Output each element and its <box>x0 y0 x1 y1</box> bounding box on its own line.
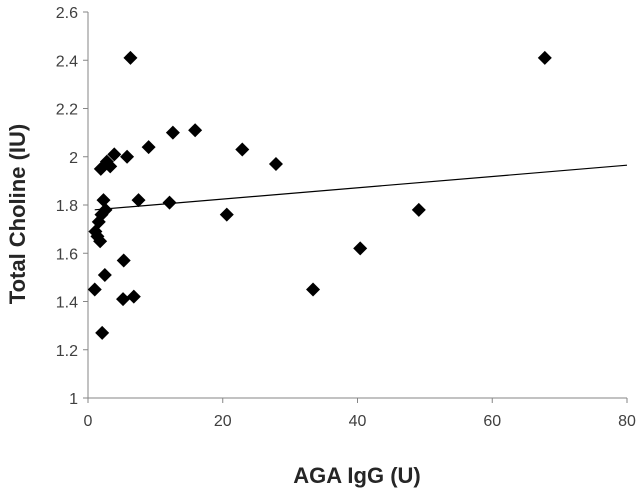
y-tick-label: 2.2 <box>56 102 78 119</box>
data-point <box>87 282 102 297</box>
data-point <box>235 142 250 157</box>
trendline-group <box>94 164 628 211</box>
y-tick-label: 2.6 <box>56 5 78 22</box>
data-point <box>123 50 138 65</box>
y-tick-label: 1.2 <box>56 343 78 360</box>
data-point <box>116 253 131 268</box>
data-point <box>537 50 552 65</box>
trendline <box>94 164 628 211</box>
data-point <box>120 149 135 164</box>
data-point <box>107 147 122 162</box>
data-point <box>103 159 118 174</box>
data-point <box>188 123 203 138</box>
data-point <box>219 207 234 222</box>
data-point <box>116 292 131 307</box>
data-point <box>93 234 108 249</box>
data-point <box>306 282 321 297</box>
data-point <box>162 195 177 210</box>
y-axis-title: Total Choline (IU) <box>5 124 30 304</box>
data-point <box>268 156 283 171</box>
y-tick-label: 2.4 <box>56 53 78 70</box>
tick-labels: 1 1.2 1.4 1.6 1.8 2 2.2 2.4 2.6 0 20 40 60 80 <box>56 5 636 430</box>
data-point <box>141 140 156 155</box>
data-point <box>165 125 180 140</box>
data-point <box>353 241 368 256</box>
x-tick-label: 20 <box>214 413 232 430</box>
x-tick-label: 60 <box>483 413 501 430</box>
x-tick-label: 0 <box>84 413 93 430</box>
data-point <box>93 161 108 176</box>
data-point <box>95 325 110 340</box>
data-point <box>131 193 146 208</box>
y-tick-label: 2 <box>69 150 78 167</box>
axes <box>83 11 628 403</box>
data-points <box>87 50 552 340</box>
x-axis-title: AGA IgG (U) <box>293 463 421 488</box>
data-point <box>96 193 111 208</box>
x-tick-label: 80 <box>618 413 636 430</box>
x-tick-label: 40 <box>349 413 367 430</box>
data-point <box>97 267 112 282</box>
y-tick-label: 1.8 <box>56 198 78 215</box>
y-tick-label: 1.4 <box>56 295 78 312</box>
y-tick-label: 1 <box>69 391 78 408</box>
y-tick-label: 1.6 <box>56 246 78 263</box>
data-point <box>126 289 141 304</box>
data-point <box>411 202 426 217</box>
